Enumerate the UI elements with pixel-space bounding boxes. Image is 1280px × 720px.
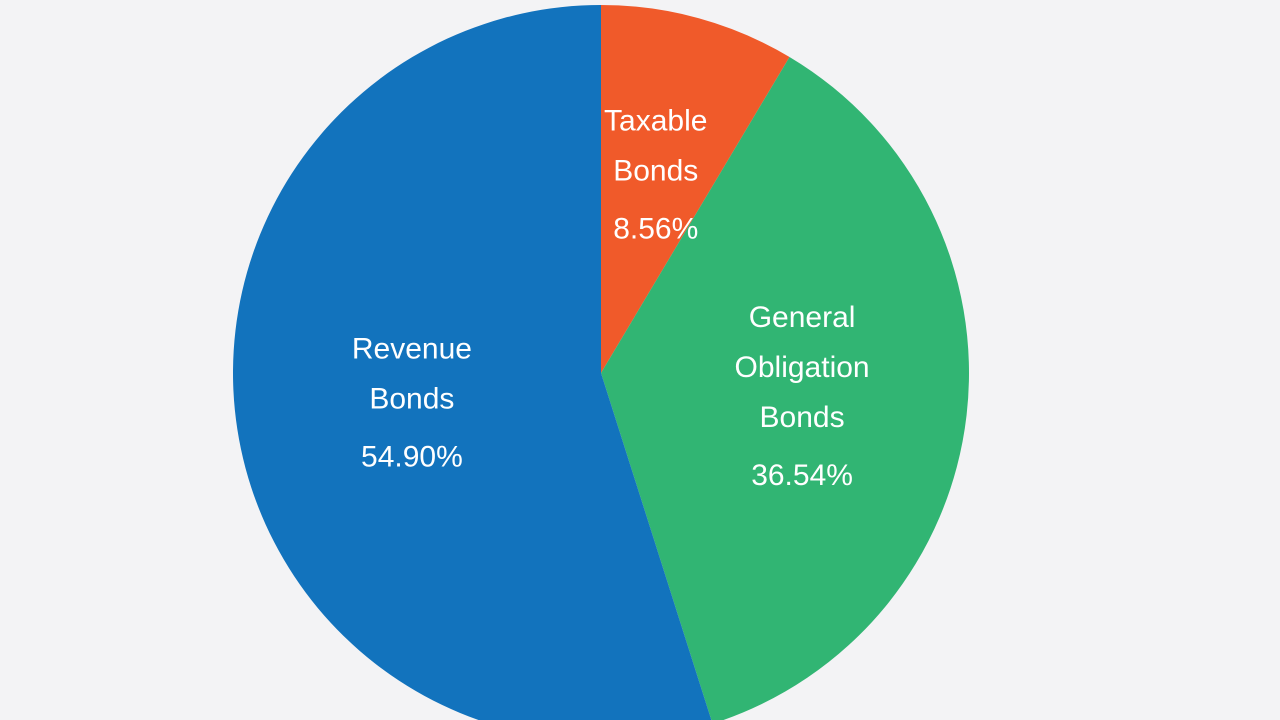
pie-slices: [233, 5, 969, 720]
slice-value-label: 36.54%: [751, 459, 853, 492]
slice-label-general-obligation-bonds: General Obligation Bonds 36.54%: [735, 301, 870, 492]
slice-label-line: Bonds: [369, 382, 454, 415]
slice-label-line: Bonds: [613, 154, 698, 187]
pie-slice-general-obligation-bonds: [601, 56, 969, 720]
slice-label-line: Obligation: [735, 351, 870, 384]
slice-label-line: Taxable: [604, 104, 707, 137]
pie-slice-revenue-bonds: [233, 5, 712, 720]
slice-label-line: General: [749, 301, 856, 334]
pie-labels: Taxable Bonds 8.56% General Obligation Bonds 3…: [352, 104, 870, 492]
slice-label-line: Revenue: [352, 332, 472, 365]
slice-value-label: 8.56%: [613, 212, 698, 245]
slice-label-revenue-bonds: Revenue Bonds 54.90%: [352, 332, 472, 473]
pie-slice-taxable-bonds: [601, 5, 790, 373]
slice-label-line: Bonds: [760, 401, 845, 434]
slice-label-taxable-bonds: Taxable Bonds 8.56%: [604, 104, 707, 245]
slice-value-label: 54.90%: [361, 440, 463, 473]
